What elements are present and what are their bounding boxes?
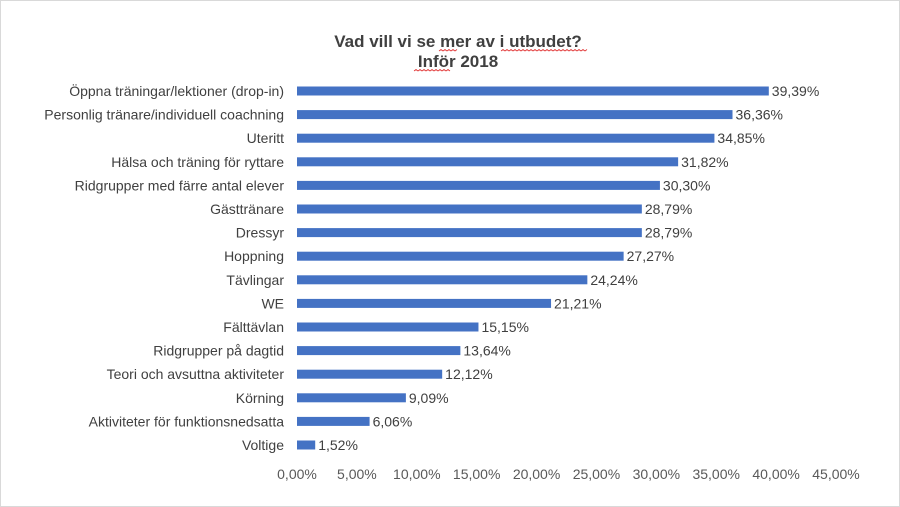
category-label: Fälttävlan — [223, 319, 284, 335]
bar — [297, 322, 479, 332]
bar — [297, 228, 642, 238]
x-tick-label: 45,00% — [812, 466, 859, 482]
bar — [297, 440, 316, 450]
value-label: 30,30% — [663, 177, 710, 193]
category-label: Personlig tränare/individuell coachning — [44, 107, 284, 123]
value-label: 27,27% — [627, 248, 674, 264]
value-label: 13,64% — [463, 343, 510, 359]
value-label: 6,06% — [373, 413, 413, 429]
chart-title: Vad vill vi se mer av i utbudet? — [334, 32, 582, 51]
chart-subtitle: Inför 2018 — [418, 52, 498, 71]
bar — [297, 275, 588, 285]
value-labels: 39,39% 36,36% 34,85% 31,82% 30,30% 28,79% 28,7… — [318, 83, 819, 453]
spellcheck-squiggle — [438, 49, 458, 52]
category-label: Dressyr — [236, 225, 285, 241]
x-tick-label: 35,00% — [692, 466, 739, 482]
bar — [297, 180, 660, 190]
x-tick-label: 15,00% — [453, 466, 500, 482]
value-label: 34,85% — [717, 130, 764, 146]
category-label: Ridgrupper med färre antal elever — [75, 177, 285, 193]
x-tick-label: 10,00% — [393, 466, 440, 482]
value-label: 1,52% — [318, 437, 358, 453]
value-label: 31,82% — [681, 154, 728, 170]
category-label: Teori och avsuttna aktiviteter — [107, 366, 285, 382]
bar — [297, 110, 733, 120]
category-label: Aktiviteter för funktionsnedsatta — [89, 413, 285, 429]
bar — [297, 157, 679, 167]
category-label: WE — [261, 295, 284, 311]
bar — [297, 133, 715, 143]
value-label: 36,36% — [736, 107, 783, 123]
spellcheck-underlines — [413, 49, 588, 72]
value-label: 21,21% — [554, 295, 601, 311]
spellcheck-squiggle — [413, 69, 451, 72]
category-label: Körning — [236, 390, 284, 406]
bar — [297, 369, 443, 379]
bar — [297, 251, 624, 261]
category-label: Hoppning — [224, 248, 284, 264]
x-tick-label: 40,00% — [752, 466, 799, 482]
x-axis-tick-labels: 0,00% 5,00% 10,00% 15,00% 20,00% 25,00% 30,00%… — [277, 466, 860, 482]
x-tick-label: 30,00% — [633, 466, 680, 482]
category-label: Voltige — [242, 437, 284, 453]
bar — [297, 393, 406, 403]
bar — [297, 86, 769, 96]
value-label: 28,79% — [645, 201, 692, 217]
x-tick-label: 25,00% — [573, 466, 620, 482]
value-label: 39,39% — [772, 83, 819, 99]
bar — [297, 204, 642, 214]
value-label: 12,12% — [445, 366, 492, 382]
bar — [297, 298, 552, 308]
bar — [297, 416, 370, 426]
value-label: 24,24% — [590, 272, 637, 288]
value-label: 9,09% — [409, 390, 449, 406]
category-label: Ridgrupper på dagtid — [153, 343, 284, 359]
category-label: Öppna träningar/lektioner (drop-in) — [69, 82, 284, 99]
x-tick-label: 5,00% — [337, 466, 377, 482]
x-tick-label: 0,00% — [277, 466, 317, 482]
x-tick-label: 20,00% — [513, 466, 560, 482]
category-labels: Öppna träningar/lektioner (drop-in) Perso… — [44, 82, 284, 453]
spellcheck-squiggle — [500, 49, 588, 52]
bars — [297, 86, 769, 450]
value-label: 15,15% — [481, 319, 528, 335]
bar — [297, 346, 461, 356]
category-label: Tävlingar — [226, 272, 284, 288]
category-label: Uteritt — [247, 130, 284, 146]
value-label: 28,79% — [645, 225, 692, 241]
category-label: Gästtränare — [210, 201, 284, 217]
category-label: Hälsa och träning för ryttare — [111, 154, 284, 170]
